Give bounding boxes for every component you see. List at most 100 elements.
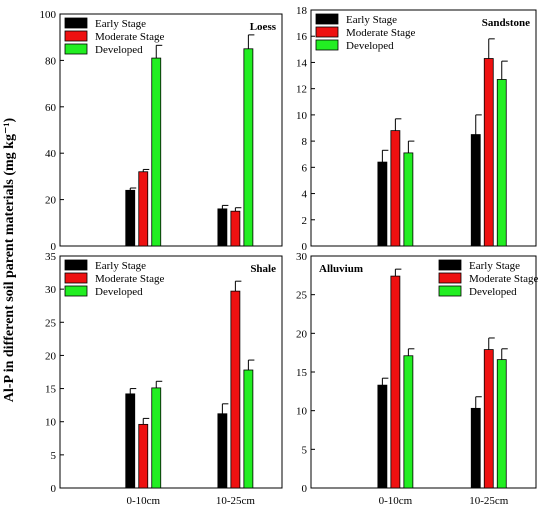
- legend-swatch: [64, 285, 88, 297]
- bar-moderate-stage-0-10cm: [390, 275, 401, 489]
- bar-moderate-stage-0-10cm: [138, 423, 149, 489]
- bar-early-stage-10-25cm: [217, 413, 228, 489]
- y-tick-label: 25: [45, 317, 57, 329]
- y-tick-label: 0: [302, 241, 308, 253]
- y-tick-label: 5: [51, 450, 57, 462]
- plot-frame: [59, 255, 283, 489]
- bar-developed-0-10cm: [403, 355, 414, 489]
- legend-label: Early Stage: [95, 18, 146, 30]
- legend-label: Early Stage: [469, 260, 520, 272]
- legend-swatch: [315, 13, 339, 25]
- bar-developed-0-10cm: [151, 57, 162, 247]
- bar-moderate-stage-0-10cm: [390, 130, 401, 247]
- legend-swatch: [315, 39, 339, 51]
- y-tick-label: 2: [302, 215, 308, 227]
- bar-moderate-stage-0-10cm: [138, 171, 149, 247]
- bar-early-stage-0-10cm: [125, 189, 136, 247]
- legend-swatch: [315, 26, 339, 38]
- y-tick-label: 14: [296, 57, 308, 69]
- legend-label: Developed: [346, 40, 394, 52]
- y-tick-label: 20: [296, 328, 308, 340]
- legend-label: Early Stage: [346, 14, 397, 26]
- y-tick-label: 15: [296, 367, 308, 379]
- bar-developed-10-25cm: [496, 79, 507, 247]
- bar-developed-10-25cm: [243, 48, 254, 247]
- bar-early-stage-0-10cm: [377, 161, 388, 247]
- x-tick-label: 0-10cm: [379, 495, 413, 507]
- bar-early-stage-10-25cm: [217, 208, 228, 247]
- legend-swatch: [64, 43, 88, 55]
- bar-developed-0-10cm: [151, 387, 162, 489]
- y-tick-label: 6: [302, 162, 308, 174]
- legend-label: Moderate Stage: [346, 27, 415, 39]
- y-tick-label: 10: [296, 110, 308, 122]
- y-tick-label: 0: [51, 241, 57, 253]
- legend-swatch: [438, 272, 462, 284]
- y-axis-label: Al-P in different soil parent materials …: [2, 117, 17, 402]
- bar-developed-10-25cm: [496, 359, 507, 489]
- y-tick-label: 0: [302, 483, 308, 495]
- legend-swatch: [64, 17, 88, 29]
- bar-early-stage-10-25cm: [470, 134, 481, 247]
- panel-title: Alluvium: [319, 263, 363, 275]
- legend-label: Developed: [95, 44, 143, 56]
- legend-label: Early Stage: [95, 260, 146, 272]
- bar-early-stage-0-10cm: [377, 384, 388, 489]
- y-tick-label: 18: [296, 5, 308, 17]
- legend-swatch: [64, 30, 88, 42]
- bar-moderate-stage-10-25cm: [483, 349, 494, 489]
- panel-title: Shale: [250, 263, 276, 275]
- y-tick-label: 30: [45, 284, 57, 296]
- bar-developed-0-10cm: [403, 152, 414, 247]
- y-tick-label: 30: [296, 251, 308, 263]
- y-tick-label: 100: [40, 9, 57, 21]
- y-tick-label: 80: [45, 55, 57, 67]
- y-tick-label: 12: [296, 84, 307, 96]
- x-tick-label: 10-25cm: [216, 495, 256, 507]
- y-tick-label: 35: [45, 251, 57, 263]
- chart-panel-alluvium: 0 5 10 15 20 25 30 0-10cm 10-25cm Alluvium Early S…: [296, 251, 538, 507]
- y-tick-label: 4: [302, 189, 308, 201]
- x-tick-label: 10-25cm: [469, 495, 509, 507]
- y-tick-label: 15: [45, 384, 57, 396]
- bar-moderate-stage-10-25cm: [230, 290, 241, 489]
- y-tick-label: 60: [45, 102, 57, 114]
- legend-label: Moderate Stage: [469, 273, 538, 285]
- y-tick-label: 20: [45, 350, 57, 362]
- legend-label: Developed: [95, 286, 143, 298]
- legend-label: Developed: [469, 286, 517, 298]
- legend-swatch: [438, 285, 462, 297]
- plot-frame: [310, 9, 537, 247]
- bar-moderate-stage-10-25cm: [230, 210, 241, 247]
- legend-swatch: [438, 259, 462, 271]
- legend-label: Moderate Stage: [95, 31, 164, 43]
- chart-panel-sandstone: 0 2 4 6 8 10 12 14 16 18 Sandstone Early StageModer…: [296, 5, 537, 253]
- y-tick-label: 40: [45, 148, 57, 160]
- y-tick-label: 20: [45, 195, 57, 207]
- bar-moderate-stage-10-25cm: [483, 58, 494, 247]
- y-tick-label: 10: [45, 417, 57, 429]
- panel-title: Loess: [250, 21, 277, 33]
- y-tick-label: 8: [302, 136, 308, 148]
- legend-swatch: [64, 259, 88, 271]
- legend-label: Moderate Stage: [95, 273, 164, 285]
- y-tick-label: 5: [302, 444, 308, 456]
- bar-developed-10-25cm: [243, 369, 254, 489]
- x-tick-label: 0-10cm: [126, 495, 160, 507]
- y-tick-label: 10: [296, 406, 308, 418]
- bar-early-stage-0-10cm: [125, 393, 136, 489]
- y-tick-label: 16: [296, 31, 308, 43]
- y-tick-label: 0: [51, 483, 57, 495]
- chart-panel-shale: 0 5 10 15 20 25 30 35 0-10cm 10-25cm Shale Early St…: [45, 251, 283, 507]
- legend-swatch: [64, 272, 88, 284]
- bar-early-stage-10-25cm: [470, 407, 481, 489]
- y-tick-label: 25: [296, 290, 308, 302]
- plot-frame: [59, 13, 283, 247]
